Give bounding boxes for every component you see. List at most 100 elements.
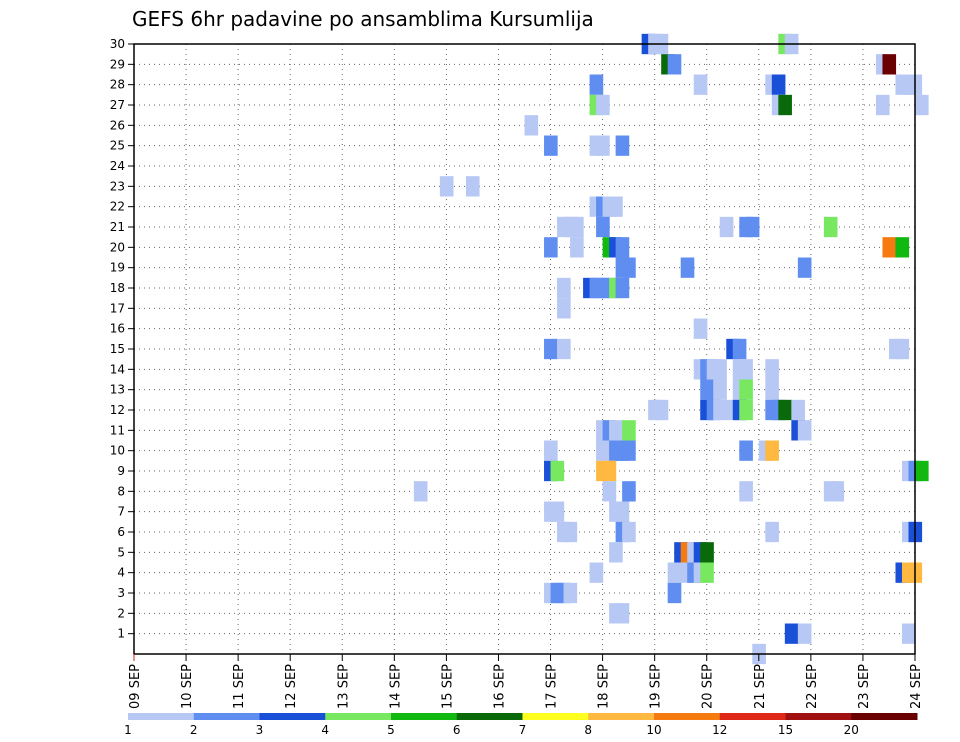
heatmap-cell — [895, 338, 910, 360]
colorbar-label: 10 — [646, 723, 661, 737]
heatmap-cell — [570, 237, 584, 258]
x-axis: 09 SEP 10 SEP 11 SEP 12 SEP 13 SEP 14 SEP 15 S… — [128, 654, 924, 709]
colorbar-label: 5 — [387, 723, 395, 737]
heatmap-cell — [778, 94, 792, 116]
heatmap-cell — [739, 359, 753, 380]
x-tick-label: 21 SEP — [753, 664, 768, 709]
heatmap-cell — [622, 481, 636, 502]
heatmap-cell — [557, 298, 571, 319]
colorbar-label: 6 — [453, 723, 461, 737]
x-tick-label: 18 SEP — [597, 664, 612, 709]
colorbar-swatch — [654, 713, 721, 720]
heatmap-cell — [693, 74, 708, 95]
heatmap-cell — [589, 562, 604, 583]
y-tick-label: 14 — [110, 362, 125, 376]
y-tick-label: 6 — [117, 525, 125, 539]
x-tick-label: 16 SEP — [492, 664, 507, 709]
x-tick-label: 17 SEP — [545, 664, 560, 709]
heatmap-cell — [784, 623, 799, 644]
colorbar-label: 20 — [844, 723, 859, 737]
heatmap-cell — [615, 237, 630, 258]
heatmap-cell — [570, 216, 584, 238]
heatmap-cell — [609, 196, 623, 217]
y-tick-label: 23 — [110, 179, 125, 193]
heatmap-cell — [609, 420, 623, 441]
heatmap-cell — [615, 277, 630, 299]
heatmap-cell — [615, 603, 630, 624]
heatmap-cell — [830, 481, 845, 502]
x-tick-label: 20 SEP — [701, 664, 716, 709]
x-tick-label: 24 SEP — [909, 664, 924, 709]
heatmap-cell — [739, 379, 753, 400]
heatmap-cell — [563, 582, 578, 604]
y-tick-label: 17 — [110, 301, 125, 315]
heatmap-cell — [875, 94, 890, 116]
heatmap-cell — [667, 582, 682, 604]
y-tick-label: 13 — [110, 383, 125, 397]
heatmap-cell — [700, 562, 714, 583]
colorbar-swatch — [325, 713, 392, 720]
x-tick-label: 15 SEP — [440, 664, 455, 709]
colorbar-swatch — [259, 713, 326, 720]
heatmap-cell — [596, 216, 610, 238]
colorbar-swatch — [193, 713, 260, 720]
colorbar-swatch — [456, 713, 523, 720]
y-tick-label: 2 — [117, 606, 125, 620]
heatmap-cell — [602, 460, 617, 482]
y-tick-label: 9 — [117, 464, 125, 478]
heatmap-cell — [557, 277, 571, 299]
chart-title: GEFS 6hr padavine po ansamblima Kursumli… — [132, 7, 594, 31]
y-tick-label: 25 — [110, 139, 125, 153]
y-tick-label: 11 — [110, 423, 125, 437]
heatmap-cell — [732, 338, 747, 360]
heatmap-cell — [667, 562, 682, 583]
heatmap-cell — [544, 440, 558, 461]
heatmap-cell — [693, 318, 708, 339]
y-tick-label: 4 — [117, 566, 125, 580]
heatmap-cell — [563, 521, 578, 543]
x-tick-label: 12 SEP — [284, 664, 299, 709]
x-tick-label: 13 SEP — [336, 664, 351, 709]
heatmap-cell — [765, 359, 779, 380]
y-tick-label: 15 — [110, 342, 125, 356]
heatmap-cell — [413, 481, 428, 502]
y-axis: 1234567891011121314151617181920212223242… — [110, 37, 134, 641]
heatmap-cell — [622, 420, 636, 441]
heatmap-cell — [739, 440, 753, 461]
heatmap-cell — [622, 521, 636, 543]
colorbar-label: 4 — [321, 723, 329, 737]
heatmap-cell — [895, 237, 910, 258]
heatmap-cell — [654, 399, 669, 421]
colorbar-swatch — [851, 713, 918, 720]
y-tick-label: 7 — [117, 505, 125, 519]
y-tick-label: 1 — [117, 627, 125, 641]
x-tick-label: 14 SEP — [388, 664, 403, 709]
heatmap-cell — [713, 399, 727, 421]
heatmap-cell — [609, 542, 623, 563]
y-tick-label: 8 — [117, 484, 125, 498]
x-tick-label: 11 SEP — [232, 664, 247, 709]
heatmap-cell — [882, 237, 897, 258]
heatmap-cell — [765, 521, 779, 543]
y-tick-label: 28 — [110, 78, 125, 92]
colorbar-swatch — [785, 713, 852, 720]
heatmap-cell — [915, 460, 929, 482]
heatmap-cell — [465, 176, 480, 197]
heatmap-cell — [771, 74, 786, 95]
heatmap-cell — [797, 420, 812, 441]
colorbar-label: 7 — [519, 723, 527, 737]
y-tick-label: 22 — [110, 200, 125, 214]
y-tick-label: 26 — [110, 118, 125, 132]
x-tick-label: 09 SEP — [128, 664, 143, 709]
y-tick-label: 19 — [110, 261, 125, 275]
heatmap-cell — [544, 338, 558, 360]
y-tick-label: 3 — [117, 586, 125, 600]
heatmap-cell — [745, 216, 760, 238]
colorbar-swatch — [588, 713, 655, 720]
colorbar-label: 15 — [778, 723, 793, 737]
colorbar-label: 8 — [584, 723, 592, 737]
colorbar-label: 3 — [256, 723, 264, 737]
y-tick-label: 30 — [110, 37, 125, 51]
x-tick-label: 19 SEP — [649, 664, 664, 709]
